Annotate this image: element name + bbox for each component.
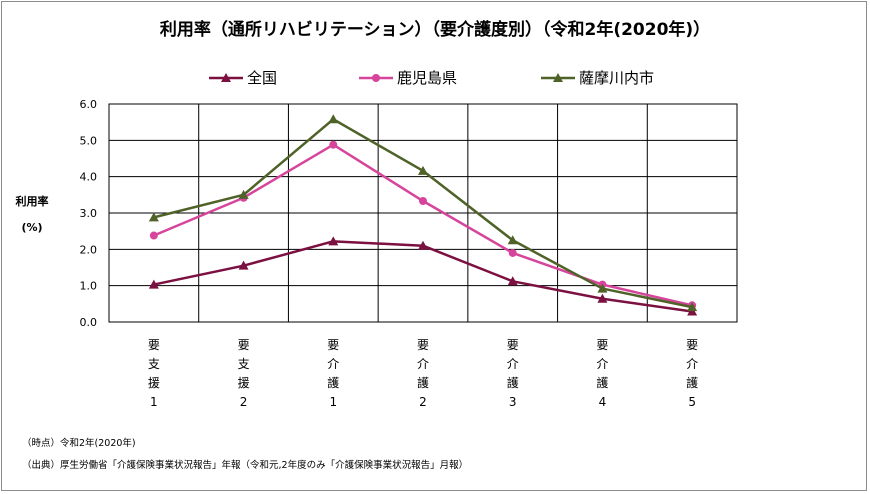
- chart-title: 利用率（通所リハビリテーション）（要介護度別）（令和2年(2020年)）: [160, 19, 710, 40]
- category-char: 要: [507, 338, 519, 352]
- category-char: 援: [238, 376, 250, 390]
- category-number: 4: [599, 395, 607, 409]
- category-number: 5: [688, 395, 696, 409]
- category-number: 3: [509, 395, 517, 409]
- legend-marker: [372, 74, 380, 82]
- category-char: 介: [507, 357, 519, 371]
- data-point: [508, 248, 517, 257]
- legend: 全国 鹿児島県 薩摩川内市: [209, 69, 654, 87]
- plot-area: 0.01.02.03.04.05.06.0 要支援1要支援2要介護1要介護2要介…: [80, 98, 738, 409]
- data-point: [148, 212, 159, 222]
- data-point: [149, 231, 158, 240]
- data-point: [238, 260, 249, 270]
- legend-label: 薩摩川内市: [579, 69, 654, 87]
- y-tick-label: 1.0: [80, 280, 98, 293]
- source-note: （出典）厚生労働省「介護保険事業状況報告」年報（令和元,2年度のみ「介護保険事業…: [22, 459, 468, 471]
- y-tick-label: 4.0: [80, 171, 98, 184]
- category-char: 介: [686, 357, 698, 371]
- series-line: [153, 240, 693, 313]
- category-char: 要: [686, 338, 698, 352]
- category-label: 要支援 2: [238, 338, 250, 409]
- y-tick-label: 5.0: [80, 134, 98, 147]
- category-label: 要介護 1: [327, 338, 339, 409]
- data-point: [418, 240, 428, 250]
- y-tick-label: 3.0: [80, 207, 98, 220]
- legend-item: 薩摩川内市: [541, 69, 654, 87]
- y-tick-label: 0.0: [80, 316, 98, 329]
- category-label: 要介護 3: [507, 338, 519, 409]
- category-char: 介: [417, 357, 429, 371]
- category-char: 護: [417, 375, 429, 390]
- category-char: 要: [417, 338, 429, 352]
- category-char: 要: [596, 338, 608, 352]
- category-number: 1: [329, 395, 337, 409]
- category-label: 要介護 4: [596, 338, 608, 409]
- data-point: [597, 293, 608, 303]
- legend-item: 全国: [209, 69, 277, 87]
- legend-item: 鹿児島県: [359, 69, 457, 87]
- data-point: [329, 140, 338, 149]
- legend-label: 全国: [247, 69, 277, 87]
- grid-lines: [109, 104, 737, 322]
- category-label: 要介護 5: [686, 338, 698, 409]
- time-point-note: （時点）令和2年(2020年): [22, 437, 136, 449]
- data-point: [328, 114, 339, 124]
- data-point: [597, 283, 608, 293]
- category-number: 2: [240, 395, 248, 409]
- y-axis-unit: (%): [21, 221, 42, 234]
- data-point: [328, 236, 339, 246]
- category-char: 護: [327, 375, 339, 390]
- y-tick-labels: 0.0 1.0 2.0 3.0 4.0 5.0 6.0: [80, 98, 98, 329]
- category-char: 介: [596, 357, 608, 371]
- category-char: 護: [507, 375, 519, 390]
- category-char: 要: [327, 338, 339, 352]
- series-group: [148, 114, 698, 316]
- category-char: 要: [238, 338, 250, 352]
- data-point: [507, 235, 518, 245]
- category-char: 要: [148, 338, 160, 352]
- y-axis-label: 利用率: [16, 194, 49, 208]
- data-point: [148, 279, 159, 289]
- category-number: 1: [150, 395, 158, 409]
- legend-marker: [221, 73, 231, 82]
- category-label: 要支援 1: [148, 338, 160, 409]
- category-char: 護: [686, 375, 698, 390]
- category-char: 介: [327, 357, 339, 371]
- category-number: 2: [419, 395, 427, 409]
- data-point: [687, 302, 698, 312]
- data-point: [507, 276, 518, 286]
- series-薩摩川内市: [148, 114, 698, 312]
- category-label: 要介護 2: [417, 338, 429, 409]
- category-char: 支: [148, 357, 160, 371]
- data-point: [419, 197, 427, 206]
- series-全国: [148, 236, 698, 316]
- legend-label: 鹿児島県: [397, 69, 457, 87]
- y-tick-label: 2.0: [80, 243, 98, 256]
- category-char: 援: [148, 376, 160, 390]
- y-tick-label: 6.0: [80, 98, 98, 111]
- category-char: 護: [596, 375, 608, 390]
- legend-marker: [553, 73, 563, 82]
- data-point: [238, 189, 249, 199]
- category-char: 支: [238, 357, 250, 371]
- data-point: [418, 165, 428, 175]
